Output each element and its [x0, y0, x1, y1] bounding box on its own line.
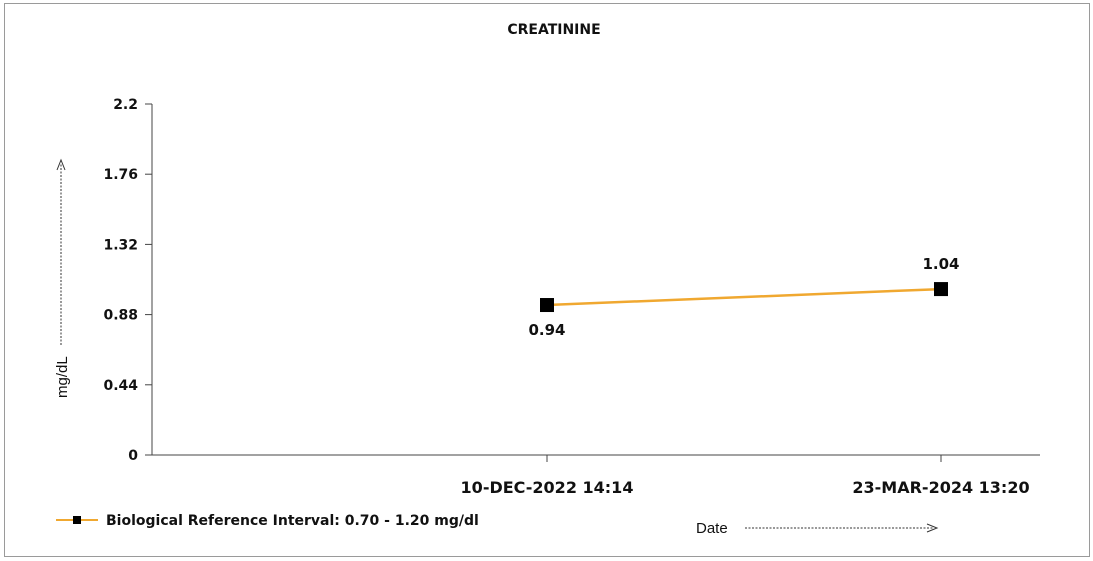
chart-title: CREATININE	[507, 22, 600, 38]
y-tick-label: 0.44	[103, 378, 138, 394]
y-tick-label: 1.32	[103, 237, 138, 253]
x-axis-label: Date	[696, 520, 728, 537]
chart-frame	[4, 3, 1090, 557]
y-axis-label-group: mg/dL	[54, 158, 71, 398]
y-axis-label: mg/dL	[54, 356, 71, 398]
y-tick-label: 2.2	[113, 97, 138, 113]
data-label: 1.04	[922, 255, 959, 273]
x-axis-label-arrow-head	[926, 523, 939, 533]
legend-marker	[73, 516, 81, 524]
series-layer: 0.94 1.04	[528, 255, 959, 339]
y-tick-label: 0	[128, 448, 138, 464]
y-axis-label-arrow-head	[56, 158, 66, 171]
y-tick-label: 0.88	[103, 308, 138, 324]
y-tick-label: 1.76	[103, 167, 138, 183]
x-tick-label: 23-MAR-2024 13:20	[852, 478, 1029, 497]
series-line	[546, 287, 942, 307]
legend: Biological Reference Interval: 0.70 - 1.…	[56, 513, 479, 529]
x-axis: 10-DEC-2022 14:14 23-MAR-2024 13:20	[152, 454, 1040, 497]
data-point	[934, 282, 948, 297]
legend-label: Biological Reference Interval: 0.70 - 1.…	[106, 513, 479, 529]
y-axis: 0 0.44 0.88 1.32 1.76 2.2	[103, 97, 153, 464]
x-axis-label-group: Date	[696, 520, 939, 537]
data-point	[540, 298, 554, 313]
x-tick-label: 10-DEC-2022 14:14	[461, 478, 634, 497]
data-label: 0.94	[528, 321, 565, 339]
